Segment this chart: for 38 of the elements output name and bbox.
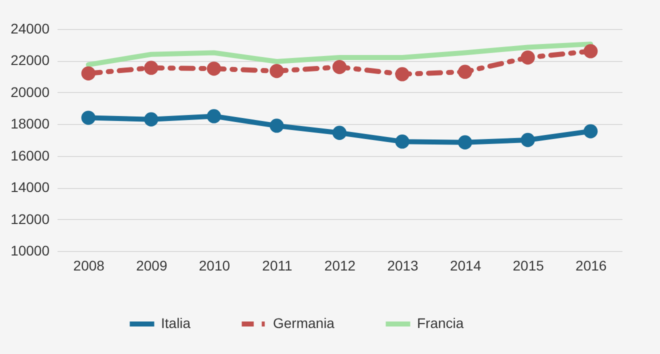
point <box>458 64 472 79</box>
point <box>81 66 96 80</box>
point <box>520 50 535 65</box>
point <box>144 60 158 75</box>
point <box>584 44 598 58</box>
point <box>206 62 222 76</box>
y-tick-label: 14000 <box>10 179 50 196</box>
x-tick-label: 2014 <box>450 258 482 274</box>
y-tick-label: 20000 <box>10 84 50 100</box>
y-tick-label: 12000 <box>10 210 50 227</box>
point <box>144 112 158 126</box>
y-tick-label: 10000 <box>10 242 50 258</box>
y-tick-label: 24000 <box>10 20 50 36</box>
legend-label: Germania <box>273 315 335 331</box>
x-tick-label: 2013 <box>387 258 419 274</box>
point <box>395 134 410 149</box>
point <box>520 132 535 148</box>
y-tick-label: 16000 <box>10 147 50 164</box>
x-tick-label: 2015 <box>512 258 544 274</box>
legend-label: Italia <box>161 315 191 331</box>
point <box>395 67 410 82</box>
point <box>584 124 598 138</box>
point <box>332 126 347 140</box>
point <box>270 64 284 78</box>
point <box>332 60 347 74</box>
point <box>206 109 222 124</box>
x-tick-label: 2016 <box>576 258 607 274</box>
point <box>270 118 284 133</box>
point <box>81 110 96 125</box>
legend-label: Francia <box>417 315 464 331</box>
x-tick-label: 2009 <box>136 258 168 274</box>
x-tick-label: 2012 <box>324 258 356 274</box>
x-tick-label: 2008 <box>73 258 105 274</box>
y-tick-label: 18000 <box>10 116 50 132</box>
point <box>458 135 472 150</box>
y-tick-label: 22000 <box>10 52 50 68</box>
x-tick-label: 2011 <box>262 258 292 274</box>
x-tick-label: 2010 <box>198 258 230 274</box>
